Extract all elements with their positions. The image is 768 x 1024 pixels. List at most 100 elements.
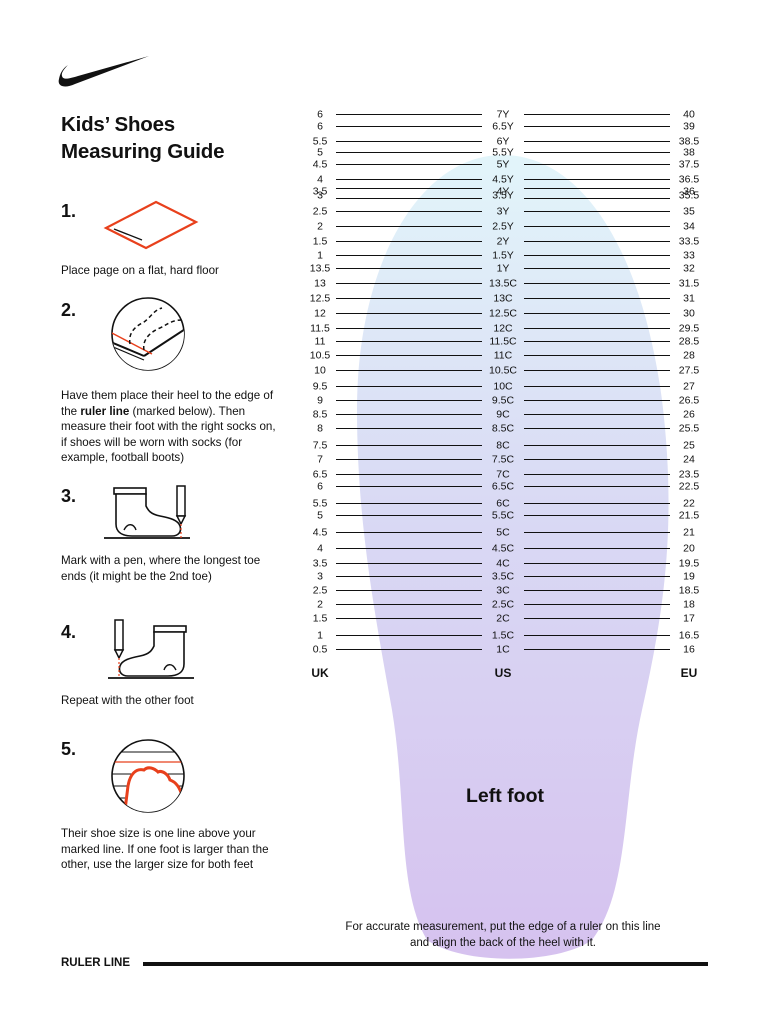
- uk-size-label: 1: [317, 629, 323, 641]
- step-2-text: Have them place their heel to the edge o…: [61, 388, 283, 466]
- eu-size-label: 29.5: [679, 322, 700, 334]
- us-size-label: 5Y: [497, 158, 510, 170]
- eu-size-label: 20: [683, 542, 695, 554]
- us-size-label: 6Y: [497, 135, 510, 147]
- uk-size-label: 13: [314, 277, 326, 289]
- eu-size-label: 19: [683, 570, 695, 582]
- eu-size-label: 26.5: [679, 394, 700, 406]
- eu-size-label: 38.5: [679, 135, 700, 147]
- uk-size-label: 12: [314, 307, 326, 319]
- ruler-line: [143, 962, 708, 966]
- us-size-label: 8.5C: [492, 422, 515, 434]
- size-chart: 6 7Y 406 6.5Y 395.5 6Y 38.55 5.5Y 384.5 5Y 37.54 4.…: [310, 108, 700, 680]
- uk-size-label: 11: [315, 335, 326, 347]
- eu-size-label: 21: [683, 526, 695, 538]
- us-size-label: 6C: [496, 497, 510, 509]
- uk-size-label: 6.5: [313, 468, 328, 480]
- uk-size-label: 1.5: [313, 235, 328, 247]
- step-2-text-part: (marked below). Then measure their foot …: [61, 404, 276, 465]
- uk-size-label: 9.5: [313, 380, 328, 392]
- eu-size-label: 16: [683, 643, 695, 655]
- page-title: Kids’ Shoes Measuring Guide: [61, 111, 225, 165]
- uk-size-label: 0.5: [313, 643, 328, 655]
- uk-size-label: 8: [317, 422, 323, 434]
- us-size-label: 2C: [496, 612, 510, 624]
- ruler-line-label: RULER LINE: [61, 957, 130, 969]
- step-4-text: Repeat with the other foot: [61, 694, 194, 707]
- step-2-text-part: Have them place their heel to the edge o…: [61, 389, 274, 418]
- eu-size-label: 33: [683, 249, 695, 261]
- step-3-text: Mark with a pen, where the longest toe e…: [61, 554, 261, 583]
- sock-and-pen-other-foot-icon: [108, 619, 194, 679]
- us-size-label: 1C: [496, 643, 510, 655]
- us-size-label: 7Y: [497, 108, 510, 120]
- step-3-number: 3.: [61, 486, 77, 506]
- heel-on-edge-icon: [111, 297, 185, 371]
- uk-size-label: 1: [317, 249, 323, 261]
- step-4-number: 4.: [61, 622, 77, 642]
- us-size-label: 6.5Y: [492, 120, 514, 132]
- eu-size-label: 36: [683, 185, 695, 197]
- us-size-label: 1Y: [497, 262, 510, 274]
- step-5-number: 5.: [61, 739, 77, 759]
- us-size-label: 4.5Y: [492, 173, 514, 185]
- eu-size-label: 25: [683, 439, 695, 451]
- us-size-label: 11.5C: [489, 335, 517, 347]
- eu-size-label: 22: [683, 497, 695, 509]
- uk-size-label: 9: [317, 394, 323, 406]
- us-size-label: 3.5C: [492, 570, 515, 582]
- us-size-label: 2.5Y: [492, 220, 514, 232]
- uk-size-label: 5.5: [313, 135, 328, 147]
- eu-size-label: 18.5: [679, 584, 700, 596]
- uk-size-label: 4: [317, 173, 323, 185]
- eu-size-label: 25.5: [679, 422, 700, 434]
- eu-size-label: 37.5: [679, 158, 700, 170]
- us-size-label: 9.5C: [492, 394, 515, 406]
- uk-size-label: 5: [317, 146, 323, 158]
- eu-size-label: 28.5: [679, 335, 700, 347]
- uk-size-label: 6: [317, 120, 323, 132]
- eu-size-label: 24: [683, 453, 695, 465]
- eu-size-label: 38: [683, 146, 695, 158]
- us-size-label: 3.5Y: [492, 189, 514, 201]
- eu-size-label: 22.5: [679, 480, 700, 492]
- us-size-label: 10.5C: [489, 364, 517, 376]
- uk-size-label: 3.5: [313, 185, 328, 197]
- us-size-label: 1.5Y: [492, 249, 514, 261]
- step-1-text: Place page on a flat, hard floor: [61, 264, 219, 277]
- uk-size-label: 13.5: [310, 262, 331, 274]
- ruler-note: For accurate measurement, put the edge o…: [345, 921, 661, 949]
- uk-size-label: 3: [317, 189, 323, 201]
- uk-size-label: 5.5: [313, 497, 328, 509]
- eu-size-label: 32: [683, 262, 695, 274]
- eu-size-label: 28: [683, 349, 695, 361]
- paper-on-floor-icon: [103, 200, 199, 250]
- uk-size-label: 4.5: [313, 158, 328, 170]
- sock-and-pen-icon: [104, 485, 190, 539]
- uk-size-label: 2.5: [313, 584, 328, 596]
- eu-size-label: 35.5: [679, 189, 700, 201]
- uk-column-header: UK: [311, 666, 329, 680]
- uk-size-label: 12.5: [310, 292, 331, 304]
- toe-at-line-icon: [111, 739, 185, 813]
- swoosh-logo: [58, 56, 149, 87]
- us-size-label: 8C: [496, 439, 510, 451]
- eu-size-label: 27: [683, 380, 695, 392]
- eu-size-label: 23.5: [679, 468, 700, 480]
- uk-size-label: 8.5: [313, 408, 328, 420]
- eu-size-label: 31.5: [679, 277, 700, 289]
- uk-size-label: 6: [317, 480, 323, 492]
- eu-size-label: 40: [683, 108, 695, 120]
- uk-size-label: 10: [314, 364, 326, 376]
- eu-size-label: 34: [683, 220, 695, 232]
- us-size-label: 5C: [496, 526, 510, 538]
- us-size-label: 12.5C: [489, 307, 517, 319]
- us-size-label: 4.5C: [492, 542, 515, 554]
- us-size-label: 2Y: [497, 235, 510, 247]
- us-size-label: 2.5C: [492, 598, 515, 610]
- us-size-label: 5.5C: [492, 509, 515, 521]
- us-size-label: 13.5C: [489, 277, 517, 289]
- us-size-label: 6.5C: [492, 480, 515, 492]
- step-5-text: Their shoe size is one line above your m…: [61, 827, 269, 871]
- title-line-2: Measuring Guide: [61, 140, 225, 163]
